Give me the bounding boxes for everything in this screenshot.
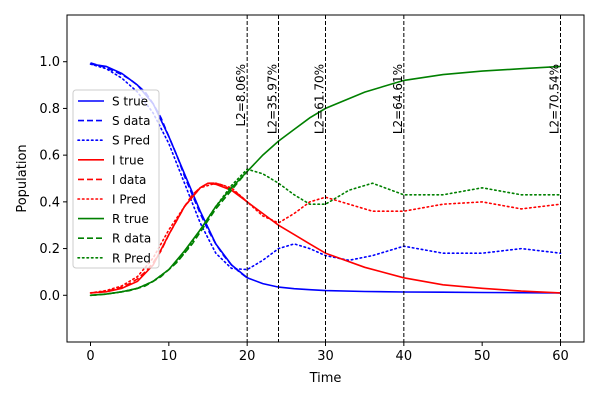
legend-label-r-data: R data xyxy=(112,232,151,246)
x-tick-label: 10 xyxy=(161,349,178,364)
legend-label-s-pred: S Pred xyxy=(112,134,150,148)
x-tick-label: 50 xyxy=(474,349,491,364)
y-tick-label: 0.6 xyxy=(39,149,60,164)
x-tick-label: 0 xyxy=(86,349,94,364)
y-tick-label: 0.2 xyxy=(39,242,60,257)
legend-label-i-true: I true xyxy=(112,153,144,167)
vline-t20-label: L2=8.06% xyxy=(234,64,248,127)
vline-t30-label: L2=61.70% xyxy=(313,64,327,134)
y-tick-label: 1.0 xyxy=(39,55,60,70)
series-s-data-line xyxy=(90,62,248,279)
series-i-pred-line xyxy=(89,182,562,294)
x-tick-label: 60 xyxy=(552,349,569,364)
legend-label-s-true: S true xyxy=(112,95,148,109)
y-tick-label: 0.8 xyxy=(39,102,60,117)
vline-t24-label: L2=35.97% xyxy=(266,64,280,134)
y-ticks: 0.0 0.2 0.4 0.6 0.8 1.0 xyxy=(39,55,67,304)
x-tick-label: 40 xyxy=(396,349,413,364)
legend-label-r-pred: R Pred xyxy=(112,251,151,265)
legend-box xyxy=(72,89,160,269)
vertical-lines-layer: L2=8.06% L2=35.97% L2=61.70% L2=64.61% L2=70… xyxy=(234,15,562,342)
legend: S true S data S Pred I true I data I Pred R tr… xyxy=(72,89,160,269)
series-r-pred-line xyxy=(89,168,562,297)
legend-label-i-data: I data xyxy=(112,173,146,187)
legend-items: S true S data S Pred I true I data I Pred R tr… xyxy=(77,95,151,265)
y-axis-label: Population xyxy=(15,144,30,212)
legend-label-r-true: R true xyxy=(112,212,149,226)
x-axis-label: Time xyxy=(309,371,342,386)
legend-label-s-data: S data xyxy=(112,114,150,128)
vline-t60-label: L2=70.54% xyxy=(548,64,562,134)
vline-t40-label: L2=64.61% xyxy=(391,64,405,134)
y-tick-label: 0.4 xyxy=(39,195,60,210)
y-tick-label: 0.0 xyxy=(39,289,60,304)
x-tick-label: 30 xyxy=(317,349,334,364)
x-tick-label: 20 xyxy=(239,349,256,364)
plot-area: L2=8.06% L2=35.97% L2=61.70% L2=64.61% L2=70… xyxy=(89,15,562,342)
legend-label-i-pred: I Pred xyxy=(112,193,146,207)
x-ticks: 0 10 20 30 40 50 60 xyxy=(86,342,569,364)
series-r-data-line xyxy=(90,170,248,297)
